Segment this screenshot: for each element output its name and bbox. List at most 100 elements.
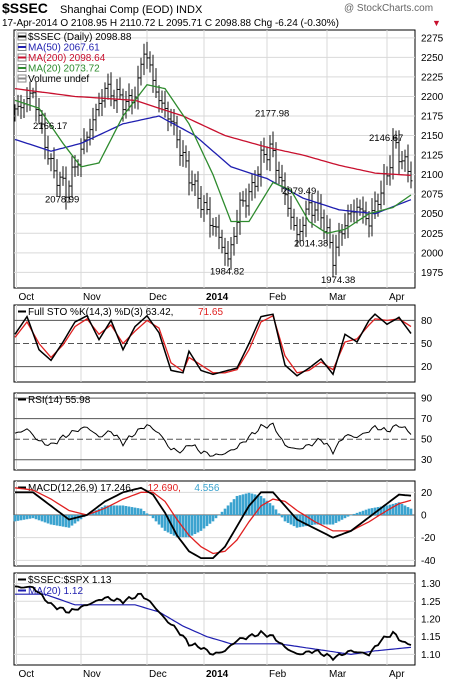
price-bar (214, 216, 218, 237)
histogram-bar (19, 515, 23, 521)
y-tick-label: 20 (421, 488, 433, 499)
y-tick-label: 1.30 (421, 579, 441, 590)
histogram-bar (46, 515, 50, 524)
price-bar (181, 140, 185, 167)
price-bar (307, 190, 311, 216)
histogram-bar (67, 515, 71, 528)
legend-ma200: MA(200) 2098.64 (28, 53, 106, 64)
histogram-bar (58, 515, 62, 527)
month-label: Mar (329, 292, 347, 303)
ohlc-line: 17-Apr-2014 O 2108.95 H 2110.72 L 2095.7… (2, 18, 339, 29)
price-bar (361, 196, 365, 224)
histogram-bar (319, 515, 323, 525)
histogram-bar (358, 511, 362, 515)
macd-signal-line (14, 487, 412, 555)
histogram-bar (400, 503, 404, 515)
y-tick-label: 2000 (421, 248, 444, 259)
histogram-bar (262, 498, 266, 515)
histogram-bar (202, 515, 206, 529)
y-tick-label: 2250 (421, 53, 444, 64)
histogram-bar (178, 515, 182, 538)
histogram-bar (343, 515, 347, 519)
price-bar (166, 101, 170, 132)
price-bar (313, 201, 317, 223)
histogram-bar (370, 508, 374, 515)
y-tick-label: 50 (421, 435, 433, 446)
histogram-bar (340, 515, 344, 520)
price-bar (223, 237, 227, 266)
histogram-bar (349, 515, 353, 516)
price-bar (397, 130, 401, 175)
price-bar (268, 135, 272, 172)
price-bar (67, 180, 71, 204)
legend-ratio_ma: MA(20) 1.12 (28, 586, 83, 597)
price-bar (388, 155, 392, 186)
y-tick-label: 2275 (421, 33, 444, 44)
price-bar (115, 78, 119, 114)
price-bar (277, 161, 281, 185)
price-bar (175, 115, 179, 149)
histogram-bar (379, 506, 383, 515)
price-bar (265, 146, 269, 171)
legend-macd: MACD(12,26,9) 17.246, (28, 483, 134, 494)
histogram-bar (208, 515, 212, 524)
histogram-bar (112, 505, 116, 515)
ratio-line (14, 585, 412, 662)
y-tick-label: 2075 (421, 190, 444, 201)
price-annotation: 2078.99 (45, 195, 79, 206)
histogram-bar (286, 515, 290, 523)
down-arrow-icon: ▼ (432, 18, 441, 28)
price-bar (379, 180, 383, 210)
panels-group: 1975200020252050207521002125215021752200… (13, 29, 444, 680)
price-bar (325, 215, 329, 245)
month-label: Apr (389, 292, 405, 303)
price-bar (238, 192, 242, 235)
histogram-bar (157, 515, 161, 525)
y-tick-label: 2200 (421, 92, 444, 103)
histogram-bar (127, 506, 131, 515)
price-bar (196, 171, 200, 209)
legend-macd_signal: 12.690, (148, 483, 181, 494)
panel-sto: 20 50 80 Full STO %K(14,3) %D(3) 63.42, 71.… (13, 304, 433, 383)
histogram-bar (109, 505, 113, 515)
histogram-bar (106, 505, 110, 515)
y-tick-label: 1.10 (421, 650, 441, 661)
histogram-bar (334, 515, 338, 523)
price-bar (19, 94, 23, 120)
histogram-bar (49, 515, 53, 525)
histogram-bar (163, 515, 167, 531)
histogram-bar (55, 515, 59, 526)
price-bar (358, 199, 362, 216)
histogram-bar (337, 515, 341, 522)
price-bar (91, 107, 95, 140)
price-bar (124, 90, 128, 119)
price-bar (154, 68, 158, 98)
price-annotation: 1984.82 (210, 267, 244, 278)
price-bar (43, 112, 47, 160)
price-bar (64, 166, 68, 210)
y-tick-label: 2150 (421, 131, 444, 142)
histogram-bar (271, 505, 275, 515)
price-bar (328, 218, 332, 249)
price-bar (202, 195, 206, 222)
month-label: Dec (149, 292, 167, 303)
price-annotation: 2177.98 (255, 109, 289, 120)
month-label: 2014 (206, 292, 229, 303)
histogram-bar (241, 494, 245, 515)
price-bar (280, 164, 284, 193)
y-tick-label: 30 (421, 455, 433, 466)
histogram-bar (406, 507, 410, 515)
histogram-bar (130, 507, 134, 515)
price-bar (250, 173, 254, 201)
histogram-bar (265, 500, 269, 515)
price-bar (145, 41, 149, 69)
histogram-bar (250, 493, 254, 515)
price-bar (193, 173, 197, 196)
price-bar (334, 234, 338, 276)
price-bar (364, 201, 368, 226)
price-bar (139, 57, 143, 86)
price-bar (340, 223, 344, 246)
y-tick-label: 1.20 (421, 615, 441, 626)
histogram-bar (133, 507, 137, 515)
